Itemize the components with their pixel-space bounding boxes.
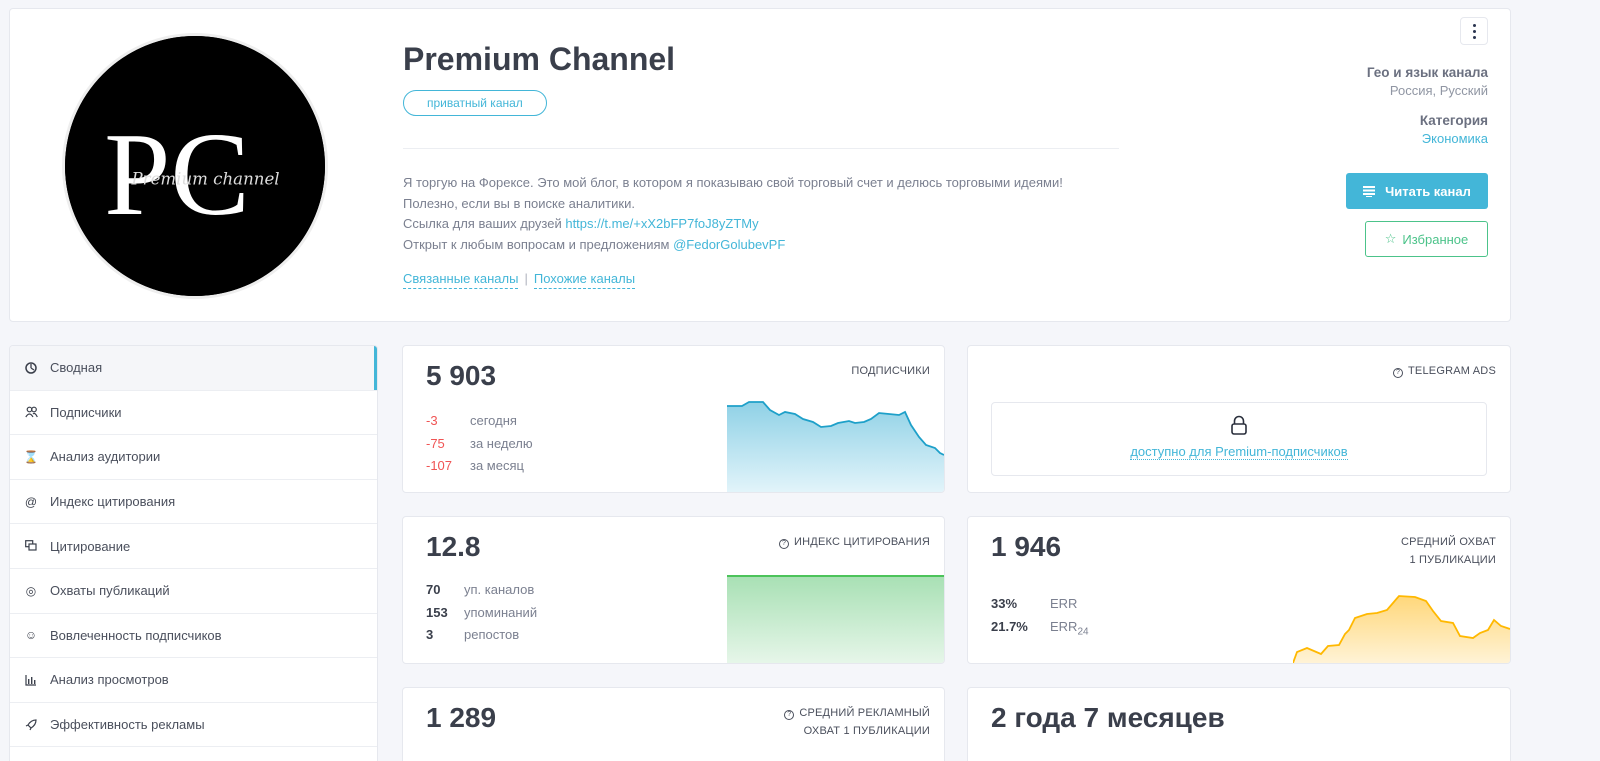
- sidebar-item-citations[interactable]: Цитирование: [10, 524, 377, 569]
- read-channel-label: Читать канал: [1385, 183, 1471, 199]
- telegram-ads-title: ? TELEGRAM ADS: [1393, 362, 1496, 380]
- help-icon[interactable]: ?: [1393, 368, 1404, 378]
- sidebar-item-label: Эффективность рекламы: [50, 717, 205, 733]
- telegram-ads-card: ? TELEGRAM ADS доступно для Premium-подпи…: [967, 345, 1511, 493]
- subscribers-sparkline: [727, 401, 944, 492]
- users-icon: [24, 405, 38, 419]
- kebab-dot-icon: [1472, 29, 1476, 33]
- channel-age-value: 2 года 7 месяцев: [991, 702, 1225, 733]
- sidebar-item-label: Цитирование: [50, 538, 131, 554]
- engagement-icon: ☺: [24, 628, 38, 643]
- citation-sparkline: [727, 575, 944, 663]
- category-label: Категория: [1419, 113, 1488, 128]
- err-stats: 33% ERR 21.7% ERR24: [991, 593, 1089, 644]
- related-links: Связанные каналы | Похожие каналы: [403, 271, 636, 289]
- avg-reach-card[interactable]: 1 946 СРЕДНИЙ ОХВАТ 1 ПУБЛИКАЦИИ 33% ERR 2…: [967, 516, 1511, 664]
- invite-link[interactable]: https://t.me/+xX2bFP7foJ8yZTMy: [565, 216, 759, 231]
- similar-channels-link[interactable]: Похожие каналы: [533, 271, 636, 289]
- bar-chart-icon: [24, 673, 38, 687]
- citation-row: 70 уп. каналов: [426, 582, 535, 597]
- channel-avatar: PC Premium channel: [62, 33, 328, 299]
- change-row: -3 сегодня: [426, 413, 517, 428]
- sidebar-item-label: Анализ аудитории: [50, 449, 161, 465]
- description-line: Ссылка для ваших друзей https://t.me/+xX…: [403, 216, 759, 231]
- link-separator: |: [524, 271, 528, 286]
- citation-stats: 70 уп. каналов 153 упоминаний 3 репостов: [426, 579, 537, 647]
- more-options-button[interactable]: [1460, 17, 1488, 45]
- quote-icon: [24, 539, 38, 553]
- avg-ad-reach-card[interactable]: 1 289 ? СРЕДНИЙ РЕКЛАМНЫЙ ОХВАТ 1 ПУБЛИКАЦ…: [402, 687, 945, 761]
- change-row: -107 за месяц: [426, 458, 524, 473]
- subscribers-title: ПОДПИСЧИКИ: [851, 365, 930, 377]
- citation-index-card[interactable]: 12.8 ? ИНДЕКС ЦИТИРОВАНИЯ 70 уп. каналов 1…: [402, 516, 945, 664]
- avg-reach-sparkline: [1293, 595, 1510, 663]
- channel-logo-icon: PC Premium channel: [65, 36, 325, 296]
- channel-age-card: 2 года 7 месяцев: [967, 687, 1511, 761]
- avg-reach-title: СРЕДНИЙ ОХВАТ 1 ПУБЛИКАЦИИ: [1400, 536, 1496, 566]
- channel-description: Я торгую на Форексе. Это мой блог, в кот…: [403, 173, 1063, 255]
- citation-row: 153 упоминаний: [426, 604, 538, 620]
- sidebar-item-subscribers[interactable]: Подписчики: [10, 391, 377, 436]
- sidebar-item-citation-index[interactable]: @ Индекс цитирования: [10, 480, 377, 525]
- citation-index-title: ? ИНДЕКС ЦИТИРОВАНИЯ: [779, 533, 930, 551]
- sidebar-item-label: Подписчики: [50, 404, 122, 420]
- change-row: -75 за неделю: [426, 435, 533, 451]
- category-link[interactable]: Экономика: [1421, 131, 1488, 146]
- read-channel-button[interactable]: Читать канал: [1346, 173, 1488, 209]
- avg-ad-reach-value: 1 289: [426, 702, 497, 733]
- contact-link[interactable]: @FedorGolubevPF: [673, 236, 786, 252]
- at-icon: @: [24, 494, 38, 509]
- svg-text:Premium channel: Premium channel: [130, 170, 279, 189]
- geo-label: Гео и язык канала: [1366, 65, 1488, 80]
- sidebar-item-summary[interactable]: Сводная: [10, 346, 377, 391]
- sidebar-item-label: Сводная: [50, 360, 103, 376]
- geo-language-block: Гео и язык канала Россия, Русский: [1367, 65, 1488, 98]
- subscribers-changes: -3 сегодня -75 за неделю -107 за месяц: [426, 410, 533, 478]
- hourglass-icon: ⌛: [23, 449, 39, 464]
- description-line: Полезно, если вы в поиске аналитики.: [403, 195, 635, 211]
- description-line: Открыт к любым вопросам и предложениям @…: [403, 236, 786, 252]
- sidebar-item-ad-efficiency[interactable]: Эффективность рекламы: [10, 703, 377, 748]
- sidebar-item-label: Анализ просмотров: [50, 672, 169, 688]
- kebab-dot-icon: [1472, 23, 1476, 27]
- description-line: Я торгую на Форексе. Это мой блог, в кот…: [403, 175, 1063, 190]
- private-channel-badge: приватный канал: [403, 90, 547, 116]
- help-icon[interactable]: ?: [784, 710, 795, 720]
- sidebar-item-label: Индекс цитирования: [50, 494, 176, 510]
- related-channels-link[interactable]: Связанные каналы: [403, 271, 519, 289]
- sidebar-item-label: Вовлеченность подписчиков: [50, 627, 222, 643]
- kebab-dot-icon: [1472, 35, 1476, 39]
- rocket-icon: [24, 718, 38, 732]
- citation-index-value: 12.8: [426, 531, 481, 562]
- favorite-label: Избранное: [1402, 231, 1469, 247]
- err24-row: 21.7% ERR24: [991, 618, 1089, 638]
- premium-only-link[interactable]: доступно для Premium-подписчиков: [1130, 444, 1348, 460]
- category-block: Категория Экономика: [1420, 113, 1488, 146]
- favorite-button[interactable]: ☆ Избранное: [1365, 221, 1488, 257]
- channel-header-card: PC Premium channel Premium Channel прива…: [9, 8, 1511, 322]
- subscribers-card[interactable]: 5 903 ПОДПИСЧИКИ -3 сегодня -75 за неделю …: [402, 345, 945, 493]
- lock-icon: [1231, 415, 1247, 435]
- svg-text:PC: PC: [104, 108, 250, 240]
- citation-row: 3 репостов: [426, 627, 520, 642]
- channel-title: Premium Channel: [403, 41, 676, 77]
- eye-icon: ◎: [25, 583, 37, 598]
- geo-value: Россия, Русский: [1389, 83, 1488, 98]
- sidebar-item-post-reach[interactable]: ◎ Охваты публикаций: [10, 569, 377, 614]
- avg-reach-value: 1 946: [991, 531, 1062, 562]
- sidebar-nav: Сводная Подписчики ⌛ Анализ аудитории @ …: [9, 345, 378, 761]
- feed-icon: [1363, 186, 1376, 197]
- header-divider: [403, 148, 1119, 149]
- help-icon[interactable]: ?: [779, 539, 790, 549]
- sidebar-item-engagement[interactable]: ☺ Вовлеченность подписчиков: [10, 614, 377, 659]
- premium-locked-box[interactable]: доступно для Premium-подписчиков: [991, 402, 1487, 476]
- star-icon: ☆: [1384, 231, 1397, 246]
- sidebar-item-label: Охваты публикаций: [50, 583, 170, 599]
- err-row: 33% ERR: [991, 596, 1078, 611]
- avg-ad-reach-title: ? СРЕДНИЙ РЕКЛАМНЫЙ ОХВАТ 1 ПУБЛИКАЦИИ: [784, 704, 930, 740]
- subscribers-count: 5 903: [426, 360, 497, 391]
- sidebar-item-audience-analysis[interactable]: ⌛ Анализ аудитории: [10, 435, 377, 480]
- sidebar-item-views-analysis[interactable]: Анализ просмотров: [10, 658, 377, 703]
- dashboard-icon: [24, 361, 38, 375]
